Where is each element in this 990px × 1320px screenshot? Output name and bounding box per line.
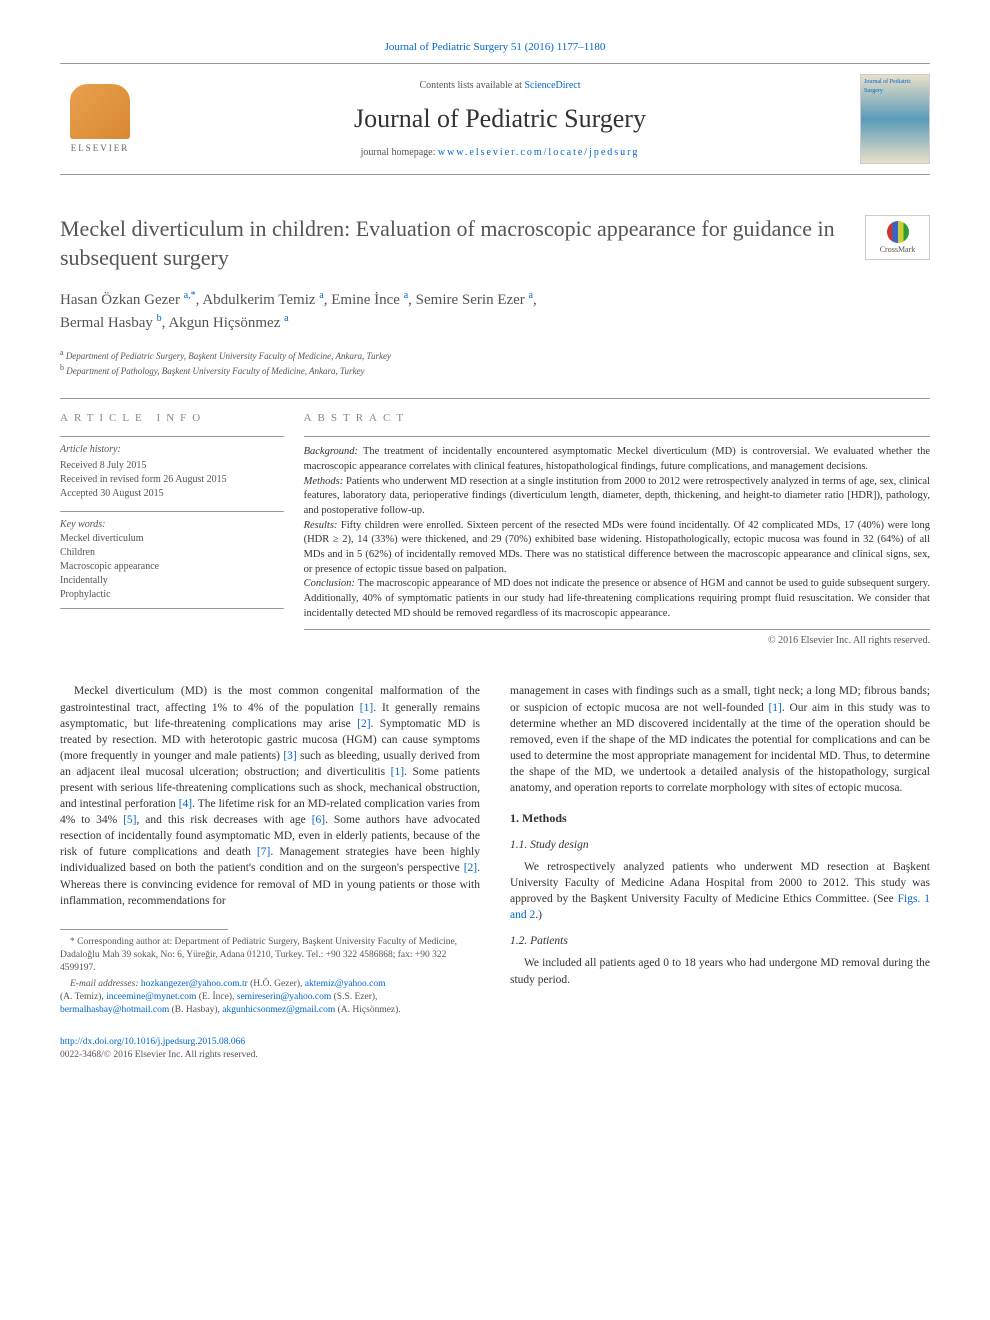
journal-cover-thumbnail: Journal of Pediatric Surgery [860, 74, 930, 164]
journal-header: ELSEVIER Contents lists available at Sci… [60, 63, 930, 175]
journal-citation: Journal of Pediatric Surgery 51 (2016) 1… [60, 40, 930, 55]
methods-heading: 1. Methods [510, 810, 930, 827]
doi-link[interactable]: http://dx.doi.org/10.1016/j.jpedsurg.201… [60, 1037, 245, 1047]
affiliations: a Department of Pediatric Surgery, Başke… [60, 347, 930, 378]
abstract-heading: abstract [304, 411, 930, 426]
ref-link[interactable]: [2] [357, 718, 370, 730]
article-history: Article history: Received 8 July 2015 Re… [60, 436, 284, 501]
abstract-column: abstract Background: The treatment of in… [304, 399, 930, 649]
ref-link[interactable]: [1] [360, 702, 373, 714]
abstract-text: Background: The treatment of incidentall… [304, 436, 930, 630]
email-link[interactable]: akgunhicsonmez@gmail.com [222, 1005, 335, 1015]
email-link[interactable]: inceemine@mynet.com [106, 992, 196, 1002]
doi-copyright: http://dx.doi.org/10.1016/j.jpedsurg.201… [60, 1036, 480, 1063]
ref-link[interactable]: [4] [179, 798, 192, 810]
journal-name: Journal of Pediatric Surgery [140, 101, 860, 137]
ref-link[interactable]: [2] [464, 862, 477, 874]
crossmark-icon [887, 221, 909, 243]
elsevier-tree-icon [70, 84, 130, 139]
ref-link[interactable]: [6] [312, 814, 325, 826]
email-link[interactable]: hozkangezer@yahoo.com.tr [141, 979, 248, 989]
abstract-copyright: © 2016 Elsevier Inc. All rights reserved… [304, 634, 930, 648]
email-link[interactable]: bermalhasbay@hotmail.com [60, 1005, 169, 1015]
body-text: Meckel diverticulum (MD) is the most com… [60, 683, 930, 1062]
left-column: Meckel diverticulum (MD) is the most com… [60, 683, 480, 1062]
ref-link[interactable]: [5] [123, 814, 136, 826]
crossmark-badge[interactable]: CrossMark [865, 215, 930, 260]
corresponding-author-footnote: * Corresponding author at: Department of… [60, 936, 480, 1018]
footnote-separator [60, 929, 228, 930]
homepage-link[interactable]: www.elsevier.com/locate/jpedsurg [438, 147, 639, 158]
right-column: management in cases with findings such a… [510, 683, 930, 1062]
article-title: Meckel diverticulum in children: Evaluat… [60, 215, 930, 272]
article-info-heading: article info [60, 411, 284, 426]
article-info-sidebar: article info Article history: Received 8… [60, 399, 304, 649]
ref-link[interactable]: [3] [283, 750, 296, 762]
elsevier-text: ELSEVIER [71, 142, 130, 155]
email-link[interactable]: semireserin@yahoo.com [237, 992, 332, 1002]
contents-available: Contents lists available at ScienceDirec… [140, 79, 860, 93]
elsevier-logo: ELSEVIER [60, 79, 140, 159]
patients-heading: 1.2. Patients [510, 933, 930, 949]
authors-list: Hasan Özkan Gezer a,*, Abdulkerim Temiz … [60, 288, 930, 335]
ref-link[interactable]: [7] [257, 846, 270, 858]
ref-link[interactable]: [1] [768, 702, 781, 714]
ref-link[interactable]: [1] [391, 766, 404, 778]
sciencedirect-link[interactable]: ScienceDirect [524, 80, 580, 91]
study-design-heading: 1.1. Study design [510, 837, 930, 853]
journal-homepage: journal homepage: www.elsevier.com/locat… [140, 146, 860, 160]
email-link[interactable]: aktemiz@yahoo.com [305, 979, 386, 989]
keywords-box: Key words: Meckel diverticulum Children … [60, 511, 284, 609]
